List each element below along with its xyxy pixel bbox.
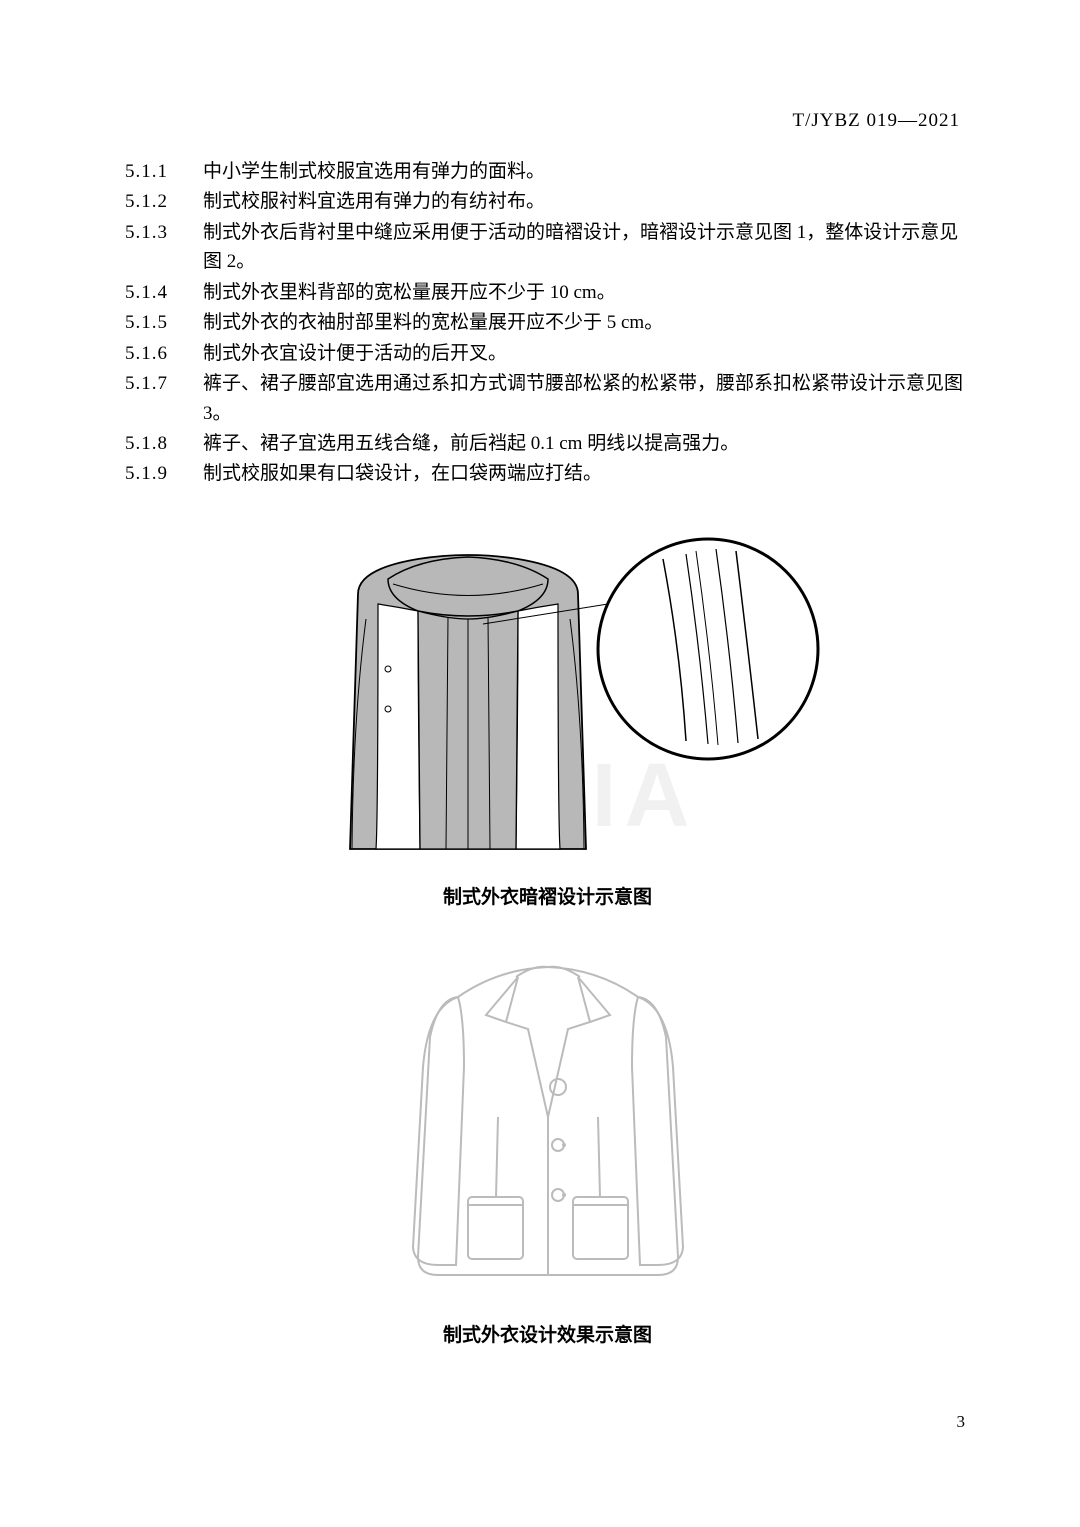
clause-text: 制式外衣后背衬里中缝应采用便于活动的暗褶设计，暗褶设计示意见图 1，整体设计示意… xyxy=(203,218,970,277)
clause-text: 制式校服如果有口袋设计，在口袋两端应打结。 xyxy=(203,459,970,488)
figure-section: 制式外衣暗褶设计示意图 xyxy=(125,529,970,1347)
clause-item: 5.1.4 制式外衣里料背部的宽松量展开应不少于 10 cm。 xyxy=(125,278,970,307)
clause-text: 裤子、裙子腰部宜选用通过系扣方式调节腰部松紧的松紧带，腰部系扣松紧带设计示意见图… xyxy=(203,369,970,428)
figure-2-caption: 制式外衣设计效果示意图 xyxy=(125,1320,970,1347)
clause-item: 5.1.9 制式校服如果有口袋设计，在口袋两端应打结。 xyxy=(125,459,970,488)
figure-1-caption: 制式外衣暗褶设计示意图 xyxy=(125,882,970,909)
clause-item: 5.1.2 制式校服衬料宜选用有弹力的有纺衬布。 xyxy=(125,187,970,216)
clause-text: 中小学生制式校服宜选用有弹力的面料。 xyxy=(203,157,970,186)
clause-item: 5.1.3 制式外衣后背衬里中缝应采用便于活动的暗褶设计，暗褶设计示意见图 1，… xyxy=(125,218,970,277)
clause-item: 5.1.8 裤子、裙子宜选用五线合缝，前后裆起 0.1 cm 明线以提高强力。 xyxy=(125,429,970,458)
clause-number: 5.1.2 xyxy=(125,187,203,216)
figure-1-diagram xyxy=(125,529,970,864)
clause-text: 裤子、裙子宜选用五线合缝，前后裆起 0.1 cm 明线以提高强力。 xyxy=(203,429,970,458)
clause-number: 5.1.5 xyxy=(125,308,203,337)
clause-list: 5.1.1 中小学生制式校服宜选用有弹力的面料。 5.1.2 制式校服衬料宜选用… xyxy=(125,157,970,489)
clause-text: 制式外衣的衣袖肘部里料的宽松量展开应不少于 5 cm。 xyxy=(203,308,970,337)
clause-item: 5.1.5 制式外衣的衣袖肘部里料的宽松量展开应不少于 5 cm。 xyxy=(125,308,970,337)
page-content: T/JYBZ 019—2021 5.1.1 中小学生制式校服宜选用有弹力的面料。… xyxy=(0,0,1080,1347)
clause-item: 5.1.1 中小学生制式校服宜选用有弹力的面料。 xyxy=(125,157,970,186)
clause-text: 制式校服衬料宜选用有弹力的有纺衬布。 xyxy=(203,187,970,216)
clause-number: 5.1.8 xyxy=(125,429,203,458)
clause-number: 5.1.7 xyxy=(125,369,203,428)
clause-number: 5.1.3 xyxy=(125,218,203,277)
clause-number: 5.1.9 xyxy=(125,459,203,488)
clause-number: 5.1.1 xyxy=(125,157,203,186)
standard-code: T/JYBZ 019—2021 xyxy=(125,110,970,132)
clause-item: 5.1.6 制式外衣宜设计便于活动的后开叉。 xyxy=(125,339,970,368)
figure-2-diagram xyxy=(125,927,970,1302)
page-number: 3 xyxy=(957,1412,966,1432)
clause-text: 制式外衣里料背部的宽松量展开应不少于 10 cm。 xyxy=(203,278,970,307)
clause-number: 5.1.6 xyxy=(125,339,203,368)
clause-item: 5.1.7 裤子、裙子腰部宜选用通过系扣方式调节腰部松紧的松紧带，腰部系扣松紧带… xyxy=(125,369,970,428)
clause-number: 5.1.4 xyxy=(125,278,203,307)
clause-text: 制式外衣宜设计便于活动的后开叉。 xyxy=(203,339,970,368)
